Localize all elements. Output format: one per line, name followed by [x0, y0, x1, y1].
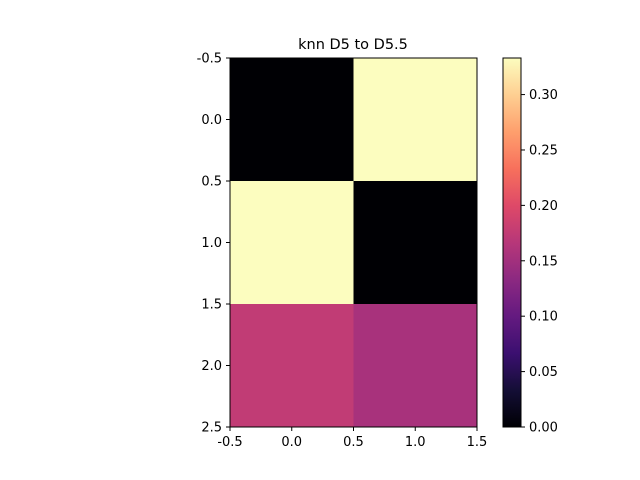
chart-title: knn D5 to D5.5 [298, 37, 408, 53]
x-tick-label: -0.5 [217, 435, 242, 450]
y-axis: -0.5 0.0 0.5 1.0 1.5 2.0 2.5 [197, 52, 230, 436]
y-tick-label: 1.0 [201, 236, 222, 251]
colorbar-tick-label: 0.25 [529, 143, 558, 158]
y-tick-label: 0.0 [201, 113, 222, 128]
x-tick-label: 1.0 [405, 435, 426, 450]
colorbar-tick-label: 0.10 [529, 310, 558, 325]
colorbar-tick-label: 0.30 [529, 88, 558, 103]
heatmap-cell-r1-c1 [353, 181, 478, 305]
x-tick-label: 0.0 [281, 435, 302, 450]
colorbar-tick-label: 0.00 [529, 421, 558, 436]
y-tick-label: 1.5 [201, 298, 222, 313]
colorbar-tick-label: 0.05 [529, 365, 558, 380]
heatmap-cell-r2-c1 [353, 304, 478, 428]
heatmap-cell-r0-c1 [353, 58, 478, 182]
x-axis: -0.5 0.0 0.5 1.0 1.5 [217, 427, 487, 450]
colorbar [502, 57, 522, 428]
heatmap-cells [230, 58, 478, 428]
colorbar-axis: 0.00 0.05 0.10 0.15 0.20 0.25 0.30 [521, 88, 558, 436]
x-tick-label: 1.5 [467, 435, 488, 450]
y-tick-label: 2.5 [201, 421, 222, 436]
y-tick-label: 0.5 [201, 175, 222, 190]
colorbar-tick-label: 0.15 [529, 254, 558, 269]
x-tick-label: 0.5 [343, 435, 364, 450]
colorbar-tick-label: 0.20 [529, 199, 558, 214]
y-tick-label: -0.5 [197, 52, 222, 67]
y-tick-label: 2.0 [201, 359, 222, 374]
heatmap-cell-r1-c0 [230, 181, 354, 305]
heatmap-cell-r0-c0 [230, 58, 354, 182]
heatmap-cell-r2-c0 [230, 304, 354, 428]
